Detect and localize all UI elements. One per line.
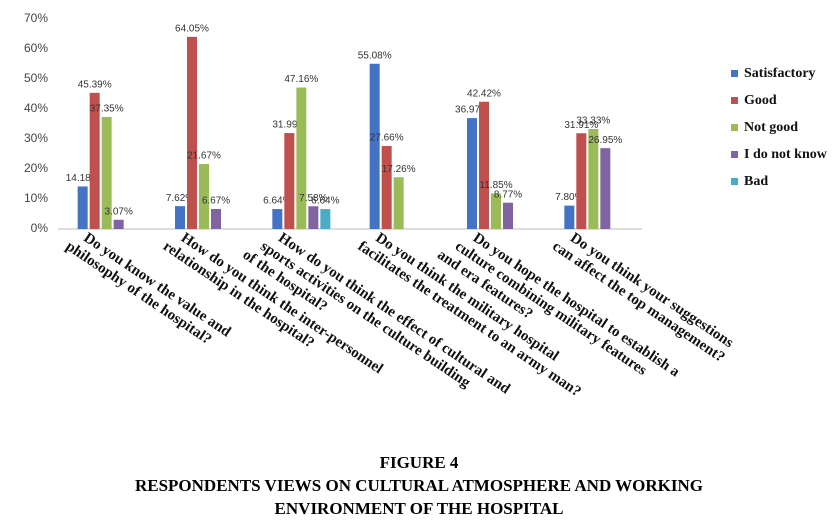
value-label: 64.05% xyxy=(175,23,209,34)
value-label: 14.18% xyxy=(66,173,100,184)
value-label: 31.91% xyxy=(564,120,598,131)
value-label: 6.64% xyxy=(311,196,339,207)
legend-label: Good xyxy=(744,93,777,108)
value-label: 8.77% xyxy=(494,189,522,200)
bar xyxy=(503,202,513,229)
legend-label: Satisfactory xyxy=(744,66,816,81)
caption: RESPONDENTS VIEWS ON CULTURAL ATMOSPHERE… xyxy=(135,476,703,495)
bar xyxy=(369,63,380,230)
legend-label: Bad xyxy=(744,174,768,189)
bar xyxy=(308,206,319,229)
legend-label: I do not know xyxy=(744,147,828,162)
y-tick-label: 40% xyxy=(24,101,48,115)
legend-swatch xyxy=(731,70,738,77)
bar xyxy=(479,101,489,229)
bar xyxy=(199,163,209,229)
y-tick-label: 50% xyxy=(24,71,48,85)
value-label: 17.26% xyxy=(382,164,416,175)
bar xyxy=(576,133,587,229)
y-tick-label: 20% xyxy=(24,161,48,175)
bar xyxy=(77,186,88,229)
value-label: 6.67% xyxy=(202,196,230,207)
y-tick-label: 30% xyxy=(24,131,48,145)
value-label: 55.08% xyxy=(358,50,392,61)
value-label: 37.35% xyxy=(90,104,124,115)
value-label: 47.16% xyxy=(284,74,318,85)
value-label: 31.99% xyxy=(272,120,306,131)
value-label: 45.39% xyxy=(78,79,112,90)
bar xyxy=(211,208,221,229)
value-label: 27.66% xyxy=(370,133,404,144)
bar xyxy=(600,148,611,229)
value-label: 7.58% xyxy=(299,193,327,204)
bar xyxy=(101,116,112,229)
legend-label: Not good xyxy=(744,120,798,135)
value-label: 7.80% xyxy=(555,192,583,203)
legend-swatch xyxy=(731,151,738,158)
value-label: 26.95% xyxy=(588,135,622,146)
bar xyxy=(284,133,295,229)
y-tick-label: 60% xyxy=(24,41,48,55)
bar xyxy=(588,129,599,229)
bar xyxy=(491,193,501,229)
bar xyxy=(296,87,307,230)
bar xyxy=(272,209,283,229)
bar xyxy=(467,118,477,229)
bar xyxy=(564,205,575,229)
bar xyxy=(393,177,404,229)
value-label: 3.07% xyxy=(104,206,132,217)
bar xyxy=(187,36,197,229)
caption: FIGURE 4 xyxy=(380,453,459,472)
value-label: 7.62% xyxy=(166,193,194,204)
value-label: 11.85% xyxy=(479,180,512,191)
y-tick-label: 10% xyxy=(24,191,48,205)
y-tick-label: 70% xyxy=(24,11,48,25)
value-label: 42.42% xyxy=(467,88,501,99)
bar xyxy=(320,209,331,229)
value-label: 36.97% xyxy=(455,105,489,116)
value-label: 33.33% xyxy=(576,116,610,127)
value-label: 6.64% xyxy=(263,196,291,207)
bar xyxy=(175,206,185,229)
legend-swatch xyxy=(731,178,738,185)
bar xyxy=(113,219,124,229)
bar xyxy=(89,92,100,229)
caption: ENVIRONMENT OF THE HOSPITAL xyxy=(275,499,564,518)
y-tick-label: 0% xyxy=(31,221,49,235)
bar xyxy=(381,146,392,229)
value-label: 21.67% xyxy=(187,151,221,162)
legend-swatch xyxy=(731,124,738,131)
legend-swatch xyxy=(731,97,738,104)
